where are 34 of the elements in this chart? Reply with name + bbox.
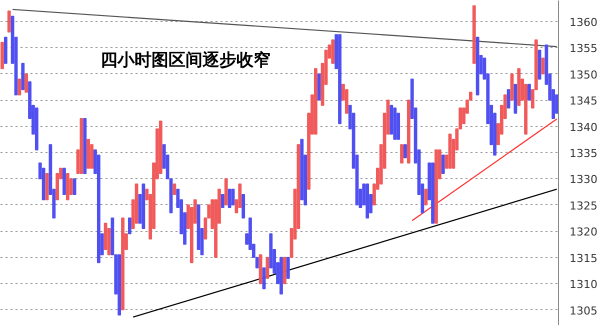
candlestick — [441, 154, 445, 174]
candlestick — [331, 39, 335, 64]
y-tick-label: 1335 — [570, 147, 598, 160]
y-tick-label: 1350 — [570, 68, 598, 82]
candlestick — [266, 256, 270, 279]
candlestick — [18, 78, 22, 96]
y-tick-label: 1360 — [570, 16, 598, 29]
text: 四小时图区间逐步收窄 — [100, 50, 270, 70]
candlestick — [506, 89, 510, 108]
y-tick-label: 1355 — [570, 42, 598, 56]
candlestick — [128, 218, 132, 234]
y-tick-label: 1330 — [570, 173, 598, 186]
candlestick — [541, 58, 545, 74]
candlestick — [72, 178, 76, 195]
candlestick — [220, 194, 224, 208]
candlestick — [424, 188, 428, 206]
candlestick — [7, 10, 11, 32]
candlestick — [242, 194, 246, 219]
candlestick — [228, 188, 232, 208]
candlestick — [262, 267, 266, 290]
y-tick-label: 1345 — [570, 94, 598, 108]
candlestick — [231, 188, 235, 206]
y-tick-label: 1305 — [570, 304, 598, 318]
candlestick — [24, 73, 28, 93]
candlestick — [286, 256, 290, 279]
y-tick-label: 1320 — [570, 226, 598, 239]
y-tick-label: 1325 — [570, 199, 598, 212]
y-tick-label: 1310 — [570, 278, 598, 292]
candlestick — [528, 84, 531, 101]
candlestick — [404, 144, 407, 158]
y-tick-label: 1340 — [570, 120, 598, 134]
candlestick — [172, 183, 176, 195]
y-tick-label: 1315 — [570, 252, 598, 265]
candlestick — [400, 144, 404, 164]
